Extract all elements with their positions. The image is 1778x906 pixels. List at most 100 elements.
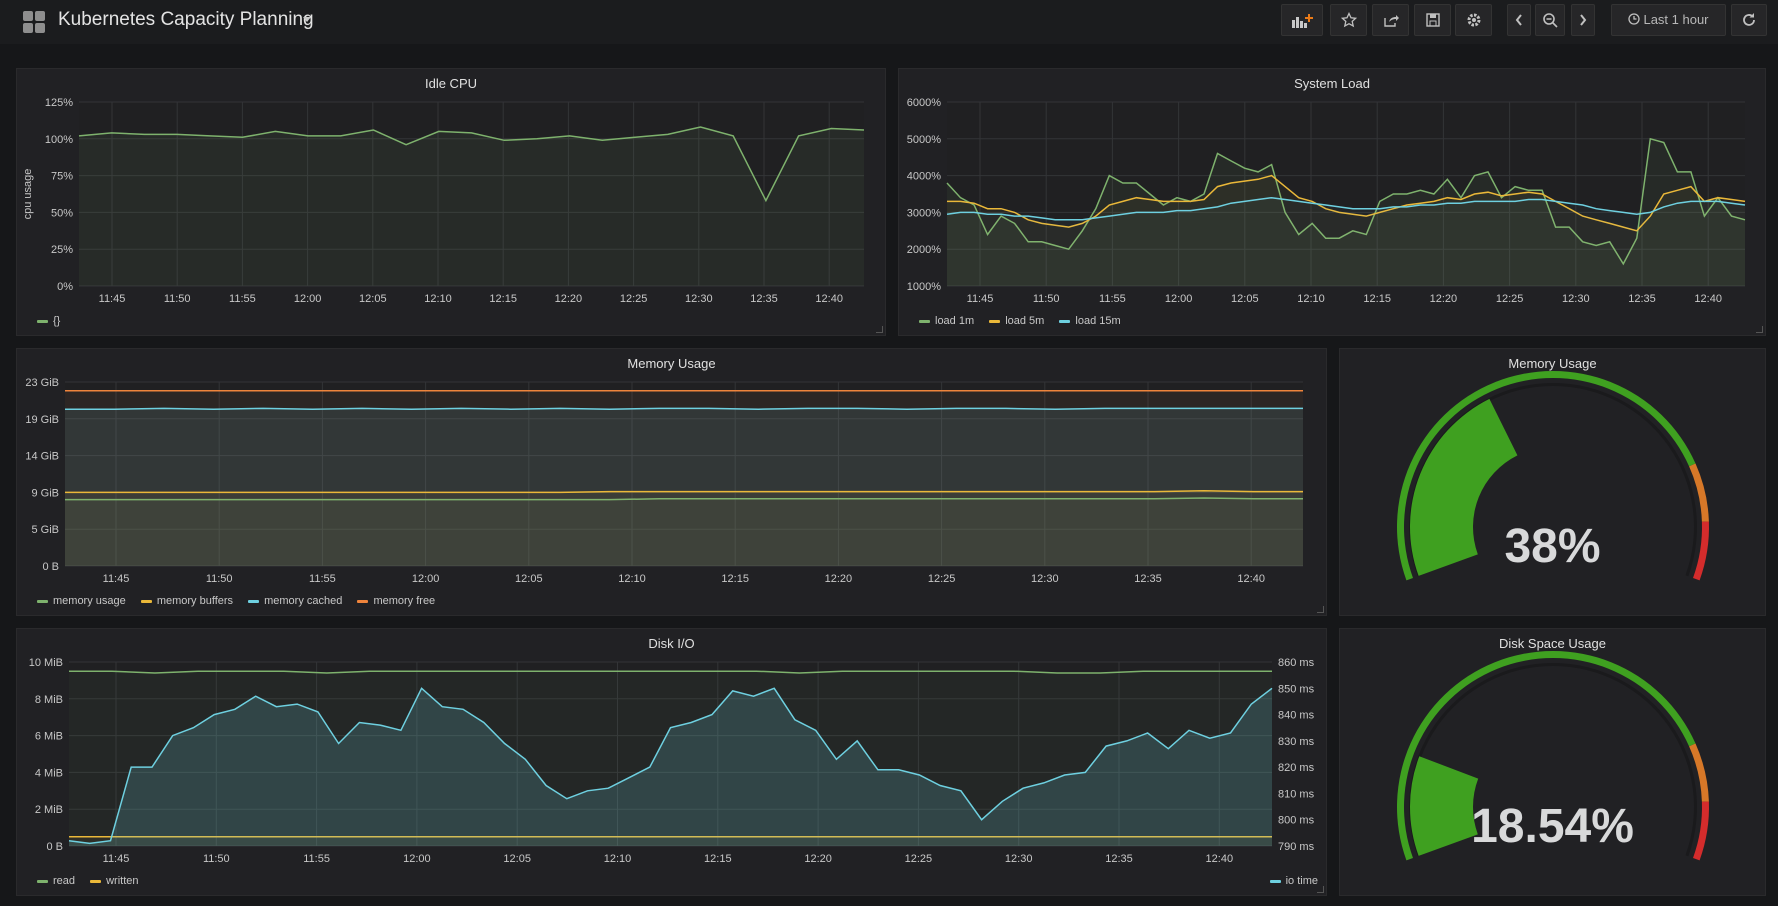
- --line: [78, 126, 865, 203]
- gauge-threshold-orange: [1689, 743, 1709, 802]
- panel-disk-space-gauge: Disk Space Usage 18.54%: [1339, 628, 1766, 896]
- read-area: [69, 671, 1272, 846]
- x-tick-label: 12:25: [905, 853, 933, 865]
- legend-item[interactable]: memory free: [357, 595, 435, 607]
- x-tick-label: 11:55: [1099, 293, 1126, 305]
- legend-item[interactable]: {}: [37, 315, 60, 327]
- save-button[interactable]: [1414, 4, 1451, 36]
- x-tick-label: 12:05: [359, 293, 387, 305]
- y-tick-label: 8 MiB: [35, 694, 63, 706]
- legend-item[interactable]: read: [37, 875, 75, 887]
- legend-item[interactable]: io time: [1269, 875, 1318, 887]
- add-panel-icon: [1292, 14, 1313, 28]
- resize-handle[interactable]: [1317, 886, 1324, 893]
- load-15m-line: [946, 196, 1746, 221]
- share-icon: [1383, 15, 1399, 27]
- panel-title[interactable]: Memory Usage: [1508, 356, 1597, 371]
- legend-item[interactable]: written: [90, 875, 139, 887]
- disk-space-gauge: [1396, 650, 1709, 861]
- add-panel-button[interactable]: [1281, 4, 1323, 36]
- disk-io-legend-right: io time: [1269, 875, 1318, 887]
- x-tick-label: 12:10: [618, 573, 646, 585]
- disk-io-chart[interactable]: 10 MiB 8 MiB 6 MiB 4 MiB 2 MiB 0 B 860 ms 850 m…: [17, 629, 1328, 897]
- system-load-chart[interactable]: 6000% 5000% 4000% 3000% 2000% 1000% 11:45 11:50…: [899, 69, 1767, 337]
- legend-item[interactable]: load 15m: [1059, 315, 1121, 327]
- refresh-button[interactable]: [1731, 4, 1767, 36]
- y2-tick-label: 820 ms: [1278, 762, 1315, 774]
- chevron-left-icon: [1515, 14, 1522, 26]
- x-tick-label: 12:40: [1206, 853, 1234, 865]
- zoom-out-button[interactable]: [1535, 4, 1565, 36]
- y2-tick-label: 800 ms: [1278, 815, 1315, 827]
- x-tick-label: 11:45: [103, 853, 130, 865]
- x-tick-label: 11:45: [967, 293, 994, 305]
- plot-area: [65, 382, 1303, 566]
- x-tick-label: 11:50: [206, 573, 233, 585]
- resize-handle[interactable]: [1317, 606, 1324, 613]
- time-forward-button[interactable]: [1571, 4, 1595, 36]
- share-button[interactable]: [1372, 4, 1409, 36]
- y-tick-label: 9 GiB: [31, 487, 59, 499]
- x-tick-label: 12:15: [489, 293, 517, 305]
- memory-usage-chart[interactable]: 23 GiB 19 GiB 14 GiB 9 GiB 5 GiB 0 B 11:45 11:5…: [17, 349, 1328, 617]
- idle-cpu-legend: {}: [37, 315, 72, 327]
- resize-handle[interactable]: [876, 326, 883, 333]
- x-tick-label: 12:35: [750, 293, 778, 305]
- panel-memory-gauge: Memory Usage 38%: [1339, 348, 1766, 616]
- panel-title[interactable]: Idle CPU: [424, 76, 478, 91]
- dashboards-menu-icon[interactable]: [22, 10, 46, 34]
- panel-title[interactable]: System Load: [1294, 76, 1370, 91]
- x-tick-label: 12:30: [1562, 293, 1590, 305]
- y-tick-label: 50%: [51, 207, 73, 219]
- y-tick-label: 10 MiB: [29, 657, 63, 669]
- x-tick-label: 12:40: [1694, 293, 1722, 305]
- time-back-button[interactable]: [1507, 4, 1531, 36]
- gear-icon: [1467, 13, 1480, 27]
- panel-title[interactable]: Disk Space Usage: [1499, 636, 1606, 651]
- idle-cpu-chart[interactable]: 125% 100% 75% 50% 25% 0% 11:45 11:50 11:55 12:00 1…: [17, 69, 887, 337]
- system-load-legend: load 1m load 5m load 15m: [919, 315, 1133, 327]
- panel-title[interactable]: Memory Usage: [627, 356, 716, 371]
- y-axis-label: cpu usage: [22, 169, 34, 220]
- written-area: [69, 836, 1272, 846]
- memory-usage-line: [65, 497, 1303, 501]
- y-tick-label: 125%: [45, 97, 73, 109]
- memory-cached-area: [65, 408, 1303, 566]
- settings-button[interactable]: [1455, 4, 1492, 36]
- chevron-down-icon[interactable]: [303, 17, 311, 22]
- x-tick-label: 11:55: [309, 573, 336, 585]
- x-tick-label: 12:20: [1430, 293, 1458, 305]
- read-line: [69, 670, 1272, 674]
- memory-usage-area: [65, 498, 1303, 566]
- gauge-value-arc: [1410, 398, 1518, 576]
- legend-item[interactable]: memory buffers: [140, 595, 233, 607]
- memory-usage-legend: memory usage memory buffers memory cache…: [37, 595, 447, 607]
- resize-handle[interactable]: [1756, 326, 1763, 333]
- x-tick-label: 12:00: [294, 293, 322, 305]
- star-button[interactable]: [1330, 4, 1367, 36]
- io-time-line: [68, 687, 1273, 845]
- y-tick-label: 2 MiB: [35, 804, 63, 816]
- time-range-picker[interactable]: Last 1 hour: [1611, 4, 1726, 36]
- legend-item[interactable]: load 5m: [989, 315, 1044, 327]
- x-tick-label: 12:00: [1165, 293, 1193, 305]
- plot-area: [947, 102, 1745, 286]
- x-tick-label: 12:00: [412, 573, 440, 585]
- plot-area: [69, 662, 1272, 846]
- x-tick-label: 11:50: [164, 293, 191, 305]
- y-tick-label: 6000%: [907, 97, 941, 109]
- load-1m-line: [946, 137, 1746, 266]
- panel-disk-io: Disk I/O 10 MiB 8 MiB 6 MiB 4 MiB 2 MiB 0 B 86…: [16, 628, 1327, 896]
- x-tick-label: 12:20: [825, 573, 853, 585]
- panel-system-load: System Load 6000% 5000% 4000% 3000% 2000% 100…: [898, 68, 1766, 336]
- panel-idle-cpu: Idle CPU 125% 100% 75% 50% 25% 0% 11:45 11:50 11…: [16, 68, 886, 336]
- legend-item[interactable]: memory cached: [248, 595, 342, 607]
- chevron-right-icon: [1580, 14, 1587, 26]
- x-tick-label: 12:25: [1496, 293, 1524, 305]
- legend-item[interactable]: memory usage: [37, 595, 126, 607]
- gauge-threshold-red: [1693, 521, 1709, 581]
- dashboard-title[interactable]: Kubernetes Capacity Planning: [58, 9, 314, 30]
- memory-gauge: [1396, 370, 1709, 581]
- legend-item[interactable]: load 1m: [919, 315, 974, 327]
- panel-title[interactable]: Disk I/O: [648, 636, 695, 651]
